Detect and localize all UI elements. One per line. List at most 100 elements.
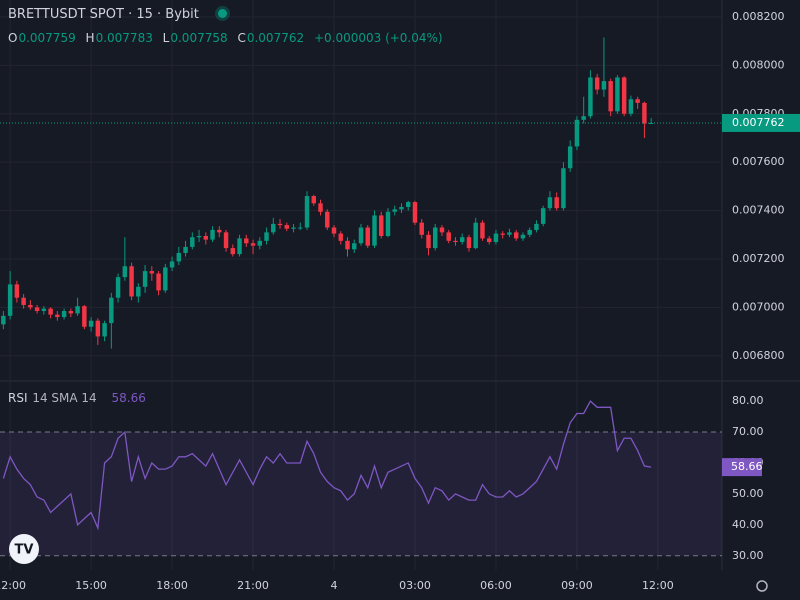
- candle-body: [115, 277, 121, 298]
- low-value: 0.007758: [170, 31, 228, 45]
- candle-body: [237, 238, 242, 255]
- candle-body: [271, 223, 276, 233]
- candle-body: [1, 315, 6, 325]
- candle-body: [298, 227, 303, 229]
- candle-body: [250, 243, 256, 246]
- candle-body: [55, 314, 60, 318]
- candle-body: [594, 77, 600, 90]
- candle-body: [352, 243, 357, 250]
- candle-body: [331, 227, 337, 234]
- x-tick-label: 15:00: [75, 579, 107, 592]
- candle-body: [446, 232, 451, 241]
- x-tick-label: 06:00: [480, 579, 512, 592]
- candle-body: [210, 229, 215, 240]
- candle-body: [284, 225, 290, 229]
- candle-body: [432, 227, 438, 249]
- candle-body: [399, 206, 404, 210]
- symbol-title: BRETTUSDT SPOT · 15 · Bybit: [8, 7, 199, 22]
- open-value: 0.007759: [18, 31, 76, 45]
- candle-body: [14, 284, 20, 298]
- candle-body: [82, 306, 87, 327]
- candle-body: [588, 77, 593, 117]
- candle-body: [473, 222, 478, 249]
- y-tick-label: 70.00: [732, 425, 764, 438]
- candle-body: [68, 311, 74, 314]
- candle-body: [621, 77, 627, 114]
- y-tick-label: 0.007000: [732, 300, 785, 313]
- candle-body: [412, 202, 418, 223]
- candle-body: [439, 227, 445, 233]
- candle-body: [574, 119, 580, 147]
- candle-body: [183, 246, 188, 253]
- rsi-value: 58.66: [111, 391, 146, 405]
- x-tick-label: 09:00: [561, 579, 593, 592]
- candle-body: [217, 229, 222, 233]
- settings-icon[interactable]: [756, 580, 768, 592]
- candle-body: [466, 237, 472, 249]
- candle-body: [385, 211, 391, 236]
- candle-body: [615, 77, 620, 112]
- y-tick-label: 40.00: [732, 518, 764, 531]
- candle-body: [21, 297, 26, 305]
- x-tick-label: 03:00: [399, 579, 431, 592]
- candle-body: [642, 102, 647, 124]
- candle-body: [142, 271, 148, 287]
- candle-body: [453, 240, 458, 243]
- candle-body: [601, 81, 607, 90]
- rsi-name: RSI: [8, 391, 28, 405]
- candle-body: [264, 232, 269, 241]
- candle-body: [325, 211, 330, 228]
- y-tick-label: 0.008200: [732, 10, 785, 23]
- candle-body: [176, 252, 182, 262]
- candle-body: [561, 168, 566, 209]
- candle-body: [318, 203, 323, 212]
- candle-body: [379, 215, 384, 236]
- candle-body: [459, 237, 465, 243]
- candle-body: [486, 238, 492, 243]
- high-label: H: [85, 31, 95, 45]
- candle-body: [480, 222, 485, 239]
- candle-body: [311, 196, 316, 204]
- candle-body: [129, 266, 134, 297]
- candle-body: [338, 233, 343, 241]
- candle-body: [581, 116, 586, 120]
- candle-body: [372, 215, 377, 246]
- candle-body: [345, 240, 350, 250]
- y-tick-label: 80.00: [732, 394, 764, 407]
- y-tick-label: 0.007400: [732, 204, 785, 217]
- y-tick-label: 0.006800: [732, 349, 785, 362]
- y-tick-label: 0.007200: [732, 252, 785, 265]
- candle-body: [223, 232, 229, 249]
- close-value: 0.007762: [246, 31, 305, 45]
- rsi-band: [0, 432, 722, 556]
- candle-body: [304, 196, 310, 228]
- rsi-value-label: 58.66: [731, 460, 763, 473]
- candle-body: [28, 304, 33, 308]
- candle-body: [419, 222, 424, 235]
- candle-body: [34, 307, 40, 312]
- y-tick-label: 50.00: [732, 487, 764, 500]
- low-label: L: [162, 31, 170, 45]
- svg-text:TV: TV: [15, 543, 34, 558]
- candle-body: [406, 202, 411, 207]
- x-tick-label: 21:00: [237, 579, 269, 592]
- rsi-value-box: [722, 458, 762, 477]
- candle-body: [203, 235, 209, 240]
- candle-body: [628, 99, 634, 114]
- candle-body: [95, 320, 101, 337]
- candle-body: [149, 271, 155, 274]
- candle-body: [635, 99, 640, 103]
- x-tick-label: 12:00: [0, 579, 26, 592]
- tv-logo: TV: [9, 534, 39, 564]
- last-price-label: 0.007762: [732, 116, 785, 129]
- candle-body: [41, 308, 47, 312]
- y-tick-label: 30.00: [732, 549, 764, 562]
- candle-body: [547, 197, 553, 209]
- status-dot: [217, 9, 227, 18]
- candle-body: [169, 261, 175, 268]
- y-tick-label: 0.007600: [732, 155, 785, 168]
- candle-body: [426, 234, 431, 249]
- candle-body: [507, 232, 512, 235]
